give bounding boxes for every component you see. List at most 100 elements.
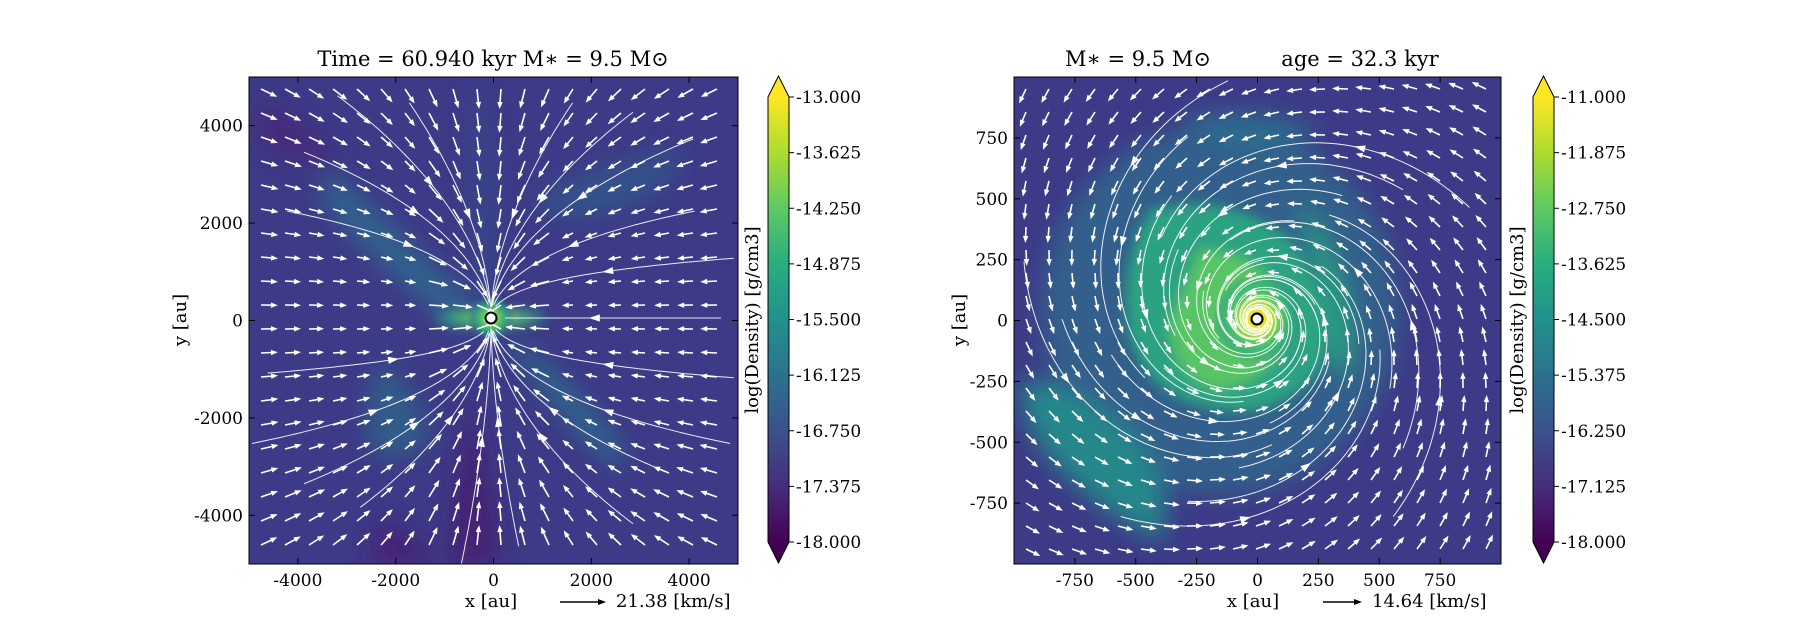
panel-right-velocity-arrow xyxy=(1425,128,1441,136)
panel-right-velocity-arrow xyxy=(1278,519,1294,527)
panel-right-velocity-arrow xyxy=(1380,195,1395,205)
panel-right-velocity-arrow xyxy=(1087,134,1096,149)
panel-left-velocity-arrow xyxy=(607,487,622,498)
panel-left-velocity-arrow xyxy=(700,302,718,308)
panel-right-velocity-arrow xyxy=(1361,261,1372,274)
panel-right-velocity-arrow xyxy=(1209,318,1215,331)
panel-left-velocity-arrow xyxy=(356,465,371,474)
panel-left-velocity-arrow xyxy=(518,136,526,157)
panel-left-velocity-arrow xyxy=(452,478,461,498)
panel-right-velocity-arrow xyxy=(1240,88,1257,95)
panel-left-velocity-arrow xyxy=(260,278,278,285)
panel-left-velocity-arrow xyxy=(561,395,574,402)
panel-right-velocity-arrow xyxy=(1347,420,1357,435)
panel-left-velocity-arrow xyxy=(428,503,439,522)
panel-right-velocity-arrow xyxy=(1115,272,1121,289)
panel-right-velocity-arrow xyxy=(1196,111,1211,121)
panel-left-velocity-arrow xyxy=(428,526,438,546)
panel-left-velocity-arrow xyxy=(510,256,526,271)
panel-right-velocity-arrow xyxy=(1482,372,1489,389)
panel-left-velocity-arrow xyxy=(452,208,464,227)
panel-right-velocity-arrow xyxy=(1071,433,1085,445)
panel-right-velocity-arrow xyxy=(1337,263,1349,274)
panel-right-velocity-arrow xyxy=(1453,237,1464,251)
panel-left-velocity-arrow xyxy=(676,373,694,379)
panel-right-velocity-arrow xyxy=(1117,433,1132,443)
panel-right-velocity-arrow xyxy=(1355,107,1372,114)
panel-right-streamline-arrowhead xyxy=(1353,267,1364,278)
panel-left-xtick-label: 0 xyxy=(488,571,499,591)
panel-left-velocity-arrow xyxy=(607,349,622,356)
panel-left-ytick-label: -4000 xyxy=(194,506,243,526)
panel-right-velocity-arrow xyxy=(1379,174,1395,182)
panel-left-velocity-arrow xyxy=(476,336,489,354)
panel-left-velocity-arrow xyxy=(452,408,464,426)
panel-left-velocity-arrow xyxy=(700,326,718,332)
panel-left-velocity-arrow xyxy=(607,373,622,379)
panel-left-velocity-arrow xyxy=(496,453,503,474)
panel-right-velocity-arrow xyxy=(1409,281,1418,297)
panel-right-velocity-arrow xyxy=(1025,479,1039,490)
panel-right-velocity-arrow xyxy=(1202,249,1211,261)
panel-left-velocity-arrow xyxy=(308,88,325,99)
panel-left-velocity-arrow xyxy=(585,486,598,498)
panel-right-velocity-arrow xyxy=(1461,395,1467,412)
panel-left-colorbar-tick-label: -18.000 xyxy=(796,533,861,553)
panel-left-velocity-arrow xyxy=(452,160,461,180)
panel-right-velocity-arrow xyxy=(1384,260,1395,274)
panel-right-velocity-arrow xyxy=(1151,88,1165,100)
panel-left-velocity-arrow xyxy=(631,326,646,332)
panel-right-velocity-arrow xyxy=(1070,272,1076,289)
panel-left-velocity-arrow xyxy=(517,454,526,474)
panel-right-velocity-arrow xyxy=(1197,180,1211,191)
panel-left-ytick-label: 2000 xyxy=(200,214,243,234)
panel-right-velocity-arrow xyxy=(1477,259,1487,274)
panel-left-streamline-arrowhead xyxy=(548,406,559,417)
panel-left-velocity-arrow xyxy=(507,280,526,291)
panel-left-velocity-arrow xyxy=(677,326,694,332)
panel-left-velocity-arrow xyxy=(607,88,622,102)
panel-right-velocity-arrow xyxy=(1332,131,1349,137)
panel-right-velocity-arrow xyxy=(1452,215,1464,228)
panel-left-velocity-arrow xyxy=(404,208,417,217)
panel-left-velocity-arrow xyxy=(607,464,622,474)
panel-right-velocity-arrow xyxy=(1086,111,1096,126)
panel-right-velocity-arrow xyxy=(1041,88,1050,104)
panel-left-velocity-arrow xyxy=(516,184,526,204)
panel-left-velocity-arrow xyxy=(535,208,550,224)
panel-right-velocity-arrow xyxy=(1209,409,1225,415)
panel-left-velocity-arrow xyxy=(532,389,550,402)
panel-left-density-map xyxy=(249,77,738,564)
panel-right-velocity-arrow xyxy=(1186,318,1192,332)
panel-right-velocity-arrow xyxy=(1071,502,1087,510)
panel-right-velocity-arrow xyxy=(1416,465,1424,481)
panel-left-velocity-arrow xyxy=(284,490,302,498)
panel-left-streamline-arrowhead xyxy=(538,432,549,443)
panel-right-velocity-arrow xyxy=(1025,341,1033,357)
panel-right-velocity-arrow xyxy=(1475,214,1487,228)
panel-right-velocity-arrow xyxy=(1130,111,1142,124)
panel-left-streamline-arrowhead xyxy=(538,193,549,204)
panel-right-velocity-arrow xyxy=(1069,249,1075,266)
panel-right-velocity-arrow xyxy=(1196,88,1211,98)
panel-right-velocity-arrow xyxy=(1365,305,1372,320)
panel-right-velocity-arrow xyxy=(1181,249,1188,263)
panel-left-velocity-arrow xyxy=(356,302,371,308)
panel-left-colorbar-tick-label: -16.750 xyxy=(796,422,861,442)
panel-right-velocity-arrow xyxy=(1402,151,1418,159)
panel-right-velocity-arrow xyxy=(1393,419,1400,435)
panel-right-velocity-arrow xyxy=(1163,479,1180,485)
panel-left-velocity-arrow xyxy=(540,112,550,131)
panel-right-velocity-arrow xyxy=(1404,216,1418,228)
panel-left-velocity-arrow xyxy=(332,420,348,426)
panel-right-velocity-arrow xyxy=(1324,375,1332,389)
panel-right-velocity-arrow xyxy=(1347,491,1360,504)
panel-right-velocity-arrow xyxy=(1312,244,1326,251)
panel-left-velocity-arrow xyxy=(308,302,325,308)
panel-left-velocity-arrow xyxy=(540,88,550,108)
panel-right-velocity-arrow xyxy=(1117,410,1131,421)
panel-right-velocity-arrow xyxy=(1048,479,1063,489)
panel-right-velocity-arrow xyxy=(1094,295,1100,312)
panel-left-velocity-arrow xyxy=(404,232,417,239)
panel-right-velocity-arrow xyxy=(1094,525,1111,532)
